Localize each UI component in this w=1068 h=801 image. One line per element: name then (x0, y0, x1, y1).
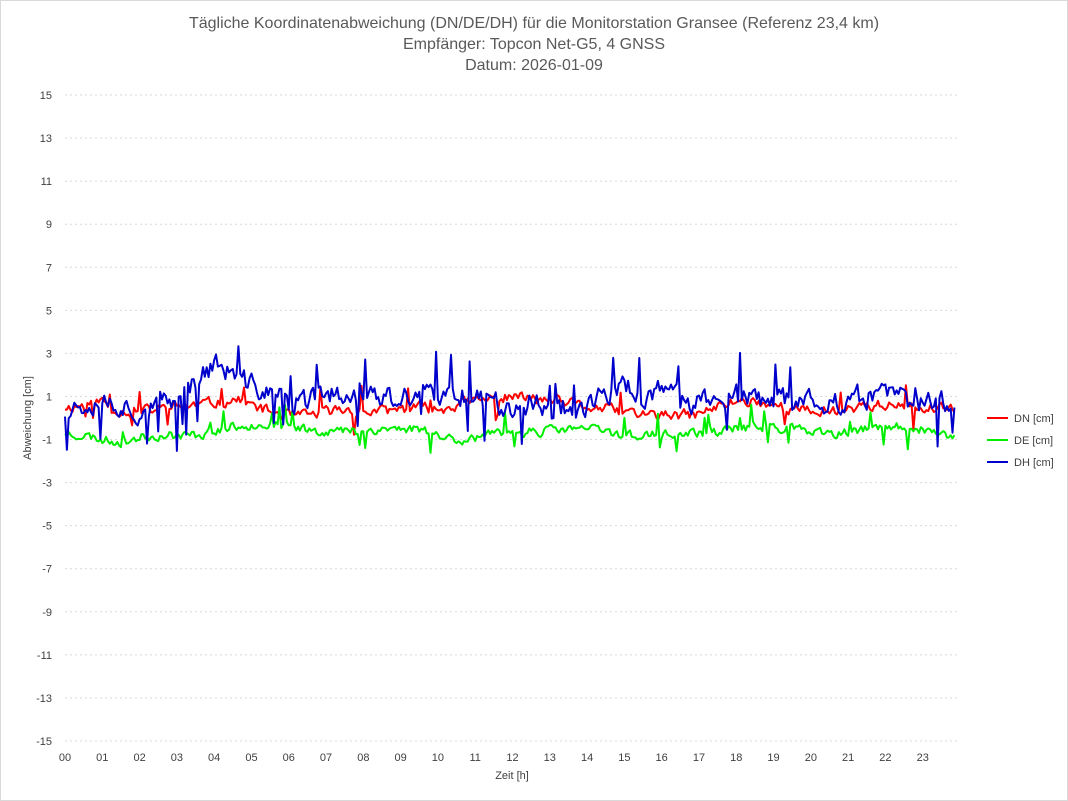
x-tick-label: 03 (171, 752, 183, 764)
y-axis-label: Abweichung [cm] (22, 376, 34, 460)
y-tick-label: -3 (42, 478, 52, 490)
chart-title-line-2: Empfänger: Topcon Net-G5, 4 GNSS (403, 36, 665, 53)
y-axis-ticks: 15 13 11 9 7 5 3 1 -1 -3 -5 -7 -9 -11 -13 -15 (36, 90, 52, 748)
x-tick-label: 07 (320, 752, 332, 764)
y-tick-label: -5 (42, 521, 52, 533)
y-tick-label: 13 (40, 133, 52, 145)
y-tick-label: 7 (46, 262, 52, 274)
x-tick-label: 17 (693, 752, 705, 764)
y-tick-label: -1 (42, 435, 52, 447)
legend-label: DN [cm] (1014, 413, 1054, 425)
y-tick-label: -7 (42, 564, 52, 576)
series-line-2 (64, 403, 956, 454)
x-tick-label: 18 (730, 752, 742, 764)
y-tick-label: -9 (42, 607, 52, 619)
x-tick-label: 16 (656, 752, 668, 764)
x-tick-label: 13 (544, 752, 556, 764)
y-tick-label: 11 (41, 176, 52, 188)
x-tick-label: 15 (618, 752, 630, 764)
x-tick-label: 14 (581, 752, 593, 764)
y-tick-label: 3 (46, 348, 52, 360)
y-tick-label: -13 (36, 693, 52, 705)
chart-title: Tägliche Koordinatenabweichung (DN/DE/DH… (189, 15, 879, 74)
chart-title-line-3: Datum: 2026-01-09 (465, 57, 603, 74)
y-tick-label: 9 (46, 219, 52, 231)
series-line-3 (64, 345, 956, 452)
chart-title-line-1: Tägliche Koordinatenabweichung (DN/DE/DH… (189, 15, 879, 32)
series-line-1 (64, 384, 956, 436)
x-tick-label: 12 (506, 752, 518, 764)
x-tick-label: 20 (805, 752, 817, 764)
x-tick-label: 06 (283, 752, 295, 764)
x-tick-label: 09 (395, 752, 407, 764)
y-tick-label: -15 (36, 736, 52, 748)
x-tick-label: 00 (59, 752, 71, 764)
x-tick-label: 04 (208, 752, 220, 764)
y-tick-label: 15 (40, 90, 52, 102)
x-tick-label: 19 (767, 752, 779, 764)
legend-label: DE [cm] (1014, 435, 1053, 447)
x-tick-label: 22 (879, 752, 891, 764)
x-axis-label: Zeit [h] (495, 770, 529, 782)
x-axis-ticks: 00 01 02 03 04 05 06 07 08 09 10 11 12 13 14 15 16 17 18 19… (59, 752, 929, 764)
x-tick-label: 08 (357, 752, 369, 764)
x-tick-label: 02 (133, 752, 145, 764)
legend: DN [cm] DE [cm] DH [cm] (987, 413, 1054, 469)
x-tick-label: 05 (245, 752, 257, 764)
x-tick-label: 21 (842, 752, 854, 764)
x-tick-label: 11 (469, 752, 480, 764)
y-tick-label: 5 (46, 305, 52, 317)
y-tick-label: 1 (46, 391, 52, 403)
plot-series (64, 345, 956, 454)
y-tick-label: -11 (37, 650, 52, 662)
legend-label: DH [cm] (1014, 457, 1054, 469)
x-tick-label: 01 (96, 752, 108, 764)
x-tick-label: 23 (917, 752, 929, 764)
x-tick-label: 10 (432, 752, 444, 764)
